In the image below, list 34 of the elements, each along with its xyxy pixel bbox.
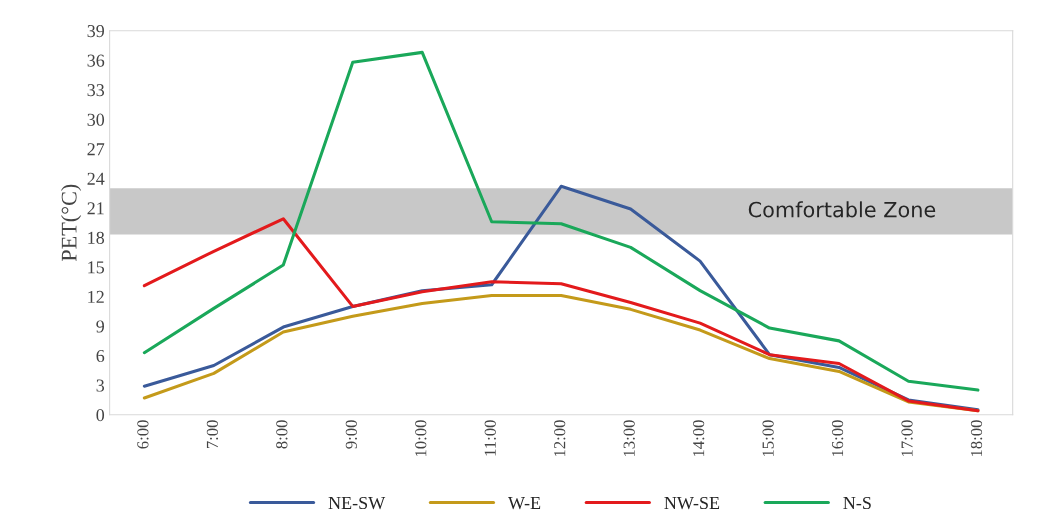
y-tick-label: 36 [87,54,105,67]
y-tick-label: 21 [87,202,104,215]
x-tick-label: 14:00 [693,420,705,457]
x-tick-label: 13:00 [623,420,635,457]
x-tick-label: 17:00 [901,420,913,457]
x-tick-label: 18:00 [970,420,983,457]
legend-label: NE-SW [328,496,386,510]
x-tick-label: 7:00 [206,420,219,449]
x-tick-label: 8:00 [276,420,288,449]
y-tick-label: 18 [88,231,105,244]
y-tick-label: 6 [96,349,105,363]
y-tick-label: 12 [88,290,104,303]
y-tick-label: 33 [87,84,105,97]
legend-label: W-E [508,497,541,510]
x-tick-label: 10:00 [415,420,427,457]
y-tick-label: 27 [87,143,105,156]
band-label: Comfortable Zone [748,201,936,218]
y-tick-label: 24 [87,172,105,185]
y-tick-label: 30 [87,113,105,126]
x-tick-label: 11:00 [484,420,496,456]
x-tick-label: 12:00 [554,420,566,457]
legend-label: N-S [843,496,871,510]
x-tick-label: 9:00 [345,420,357,449]
y-axis-title: PET(°C) [61,184,82,262]
y-tick-label: 3 [96,379,105,392]
line-series [142,50,980,392]
x-tick-label: 15:00 [762,420,774,457]
y-tick-label: 9 [96,320,105,333]
legend-label: NW-SE [664,496,720,510]
x-tick-label: 16:00 [831,420,844,457]
y-tick-label: 0 [96,408,105,422]
x-tick-label: 6:00 [137,420,149,449]
y-tick-label: 15 [88,261,105,274]
y-tick-label: 39 [87,25,105,38]
